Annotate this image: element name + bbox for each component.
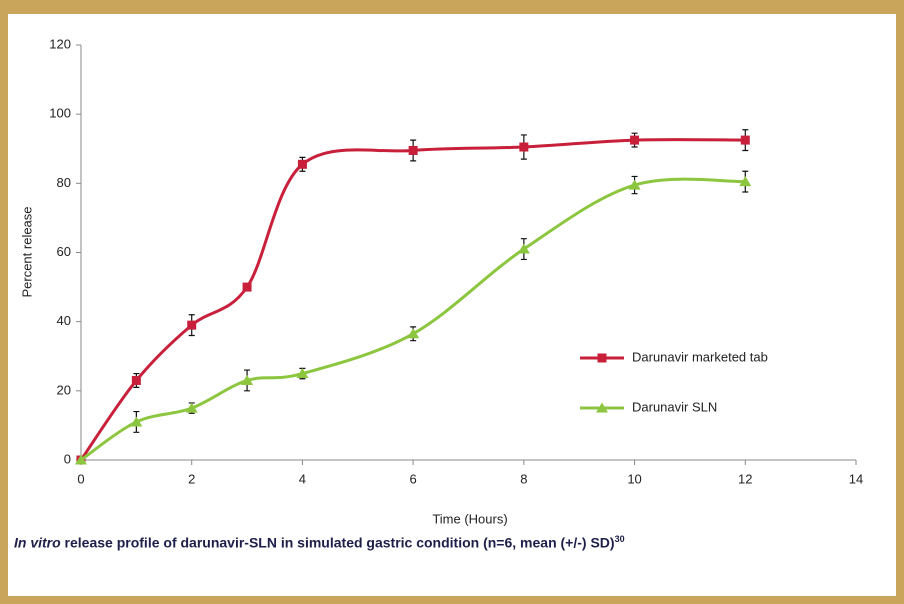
caption-italic: In vitro [14, 534, 61, 551]
marker [517, 243, 530, 254]
marker [242, 282, 252, 292]
y-tick-label: 0 [64, 451, 71, 466]
marker [297, 159, 307, 169]
marker [75, 454, 87, 465]
marker [407, 328, 420, 339]
y-tick-label: 100 [49, 106, 71, 121]
marker [597, 353, 607, 363]
marker [739, 176, 752, 187]
y-tick-label: 60 [57, 244, 71, 259]
series-line [79, 138, 746, 461]
marker [130, 416, 143, 427]
x-tick-label: 6 [410, 471, 417, 486]
marker [630, 135, 640, 145]
caption-text: release profile of darunavir-SLN in simu… [60, 534, 615, 551]
y-tick-label: 40 [57, 313, 71, 328]
marker [241, 374, 254, 385]
x-tick-label: 12 [738, 471, 752, 486]
marker [408, 145, 418, 155]
marker [628, 179, 641, 190]
x-tick-label: 8 [520, 471, 527, 486]
marker [187, 320, 197, 330]
caption: In vitro release profile of darunavir-SL… [14, 534, 625, 551]
x-tick-label: 10 [627, 471, 641, 486]
marker [596, 402, 608, 413]
legend-label: Darunavir SLN [632, 399, 717, 414]
x-axis-label: Time (Hours) [432, 511, 507, 526]
x-tick-label: 4 [299, 471, 306, 486]
x-tick-label: 2 [188, 471, 195, 486]
x-tick-label: 0 [77, 471, 84, 486]
y-tick-label: 120 [49, 36, 71, 51]
marker [740, 135, 750, 145]
y-tick-label: 20 [57, 382, 71, 397]
marker [296, 368, 309, 379]
series-line [80, 177, 746, 462]
legend-label: Darunavir marketed tab [632, 349, 768, 364]
y-tick-label: 80 [57, 175, 71, 190]
x-tick-label: 14 [849, 471, 863, 486]
caption-superscript: 30 [614, 534, 625, 544]
marker [185, 402, 198, 413]
y-axis-label: Percent release [19, 206, 34, 297]
marker [519, 142, 529, 152]
marker [131, 375, 141, 385]
